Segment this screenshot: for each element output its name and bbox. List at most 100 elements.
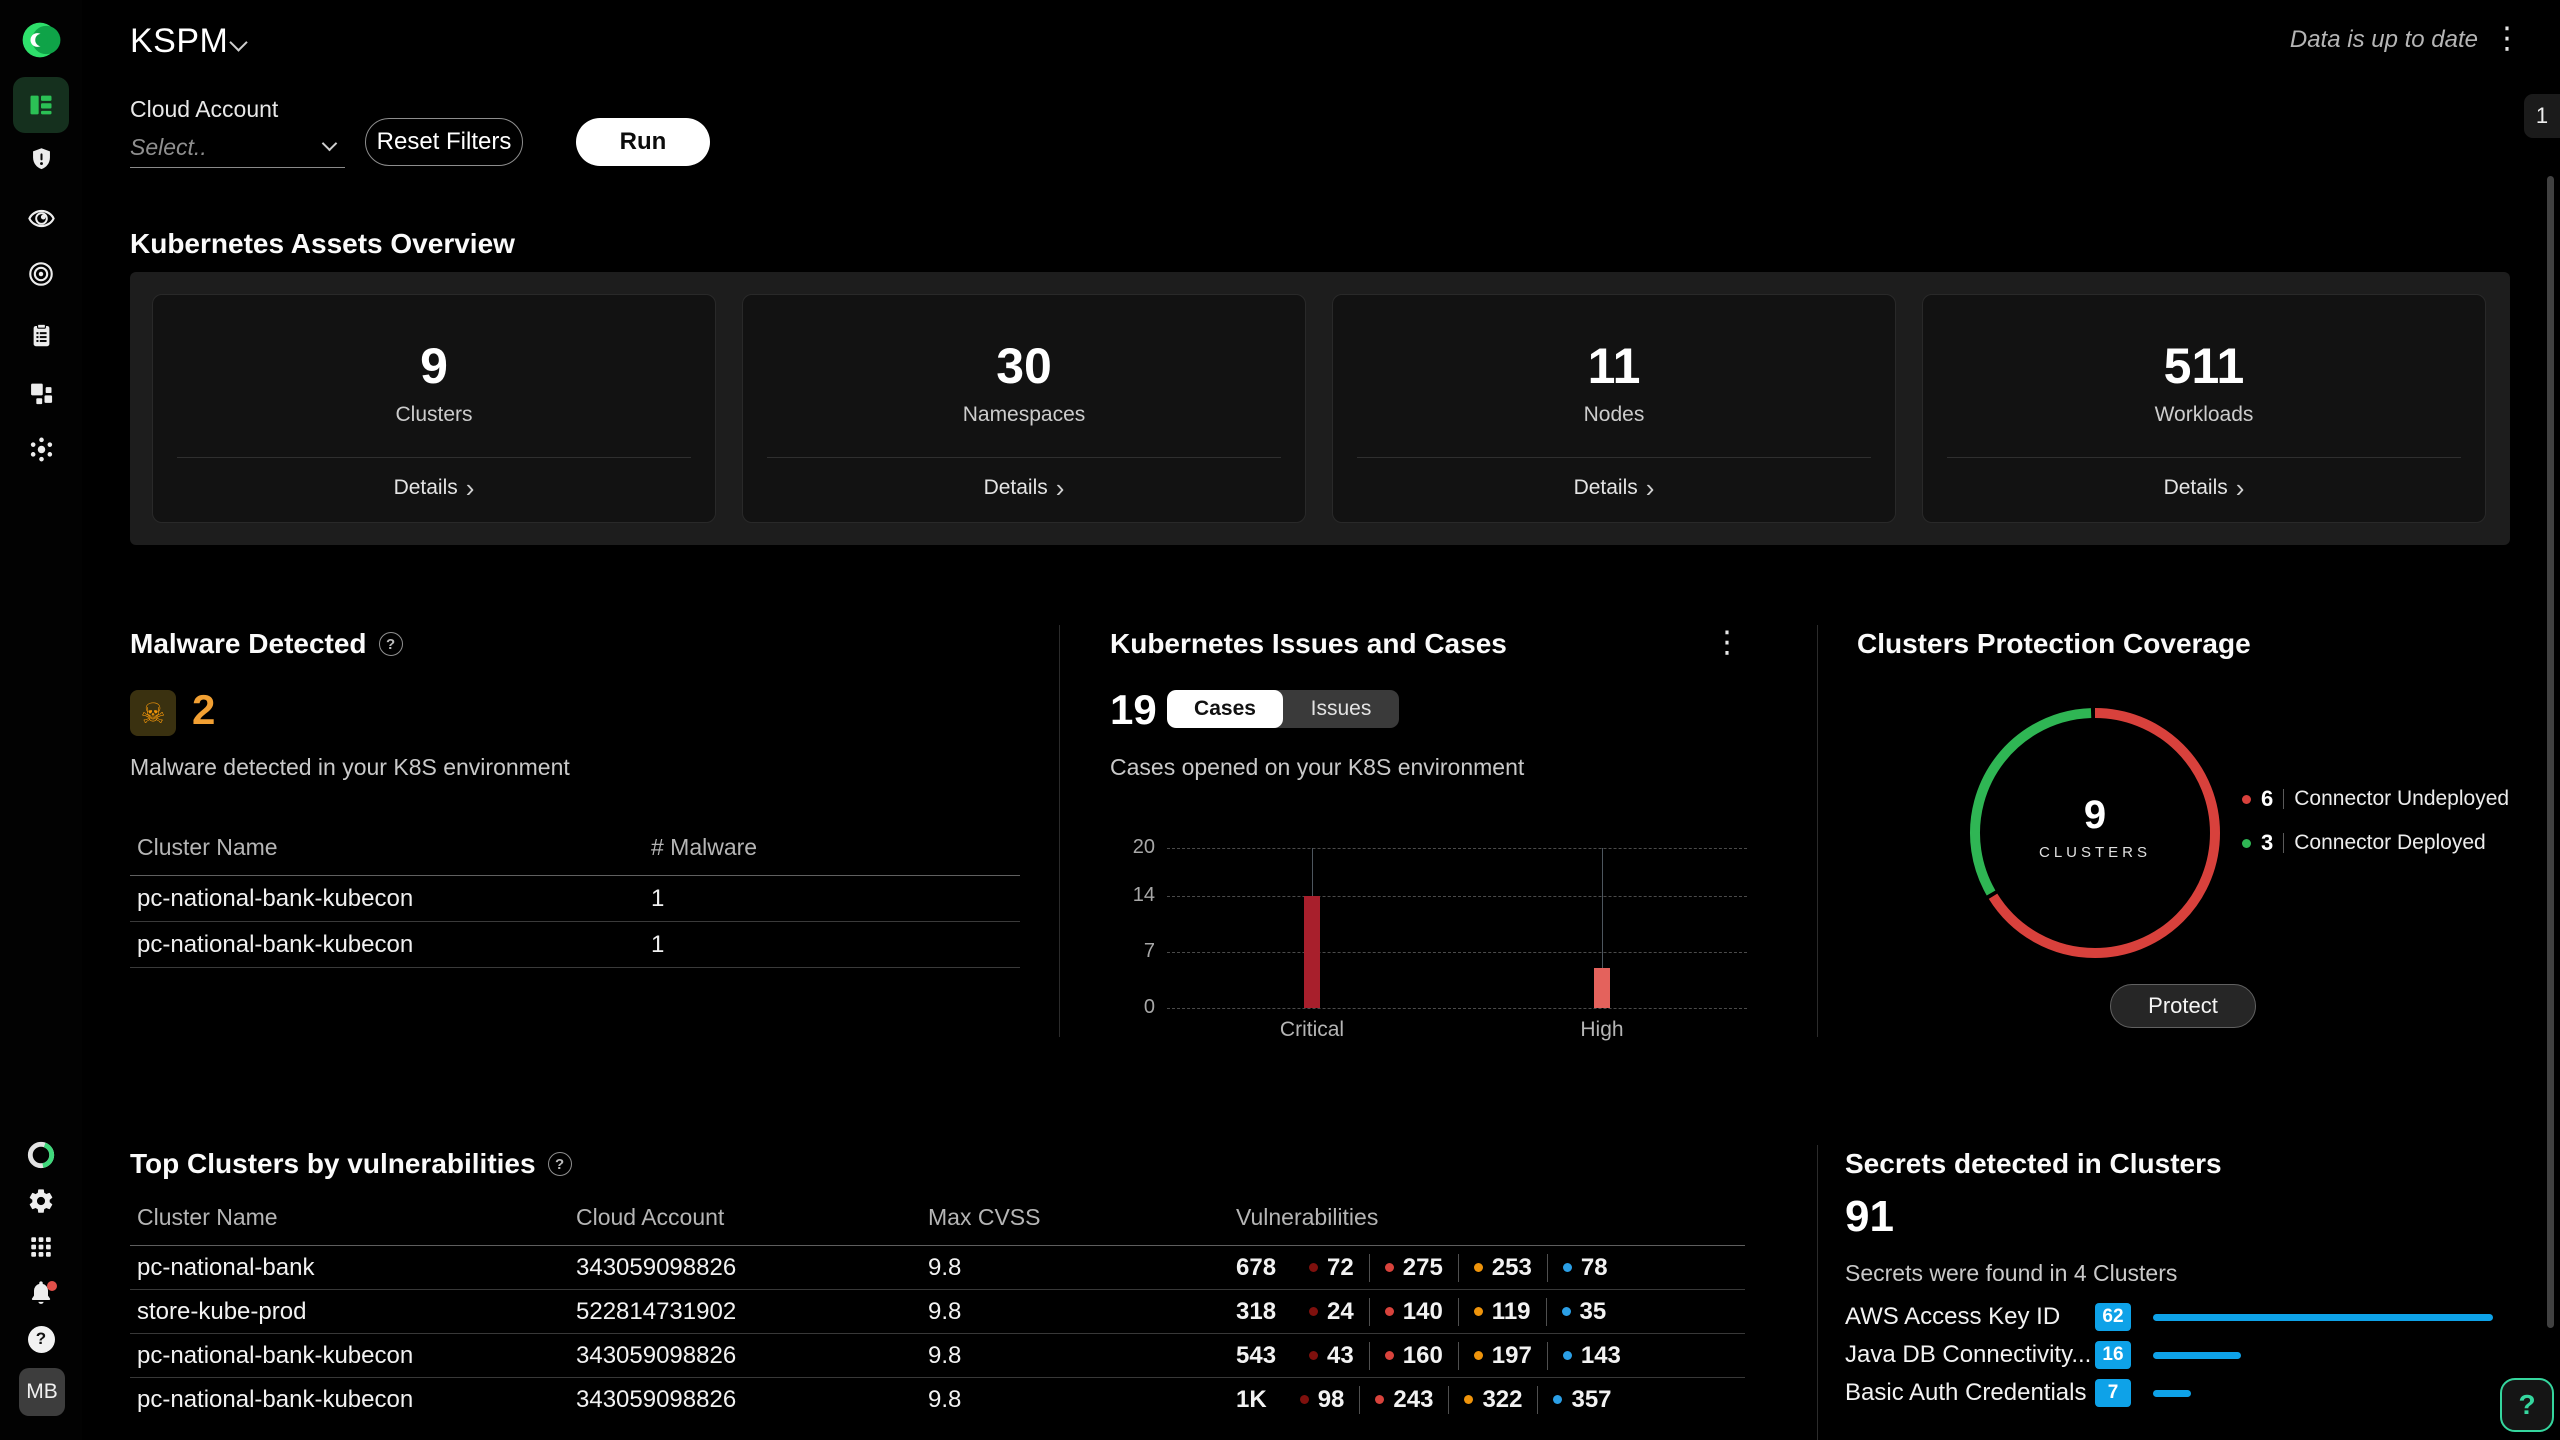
table-row[interactable]: store-kube-prod 522814731902 9.8 318 24 …	[130, 1290, 1745, 1334]
protect-button[interactable]: Protect	[2110, 984, 2256, 1028]
help-fab-button[interactable]: ?	[2500, 1378, 2554, 1432]
cases-bar-chart: 0 7 14 20 Critical High	[1133, 836, 1747, 1041]
asset-label: Workloads	[2154, 403, 2254, 426]
asset-label: Namespaces	[962, 403, 1086, 426]
more-options-icon[interactable]: ⋮	[1712, 626, 1742, 659]
severity-dot-medium	[1464, 1395, 1474, 1404]
run-button[interactable]: Run	[576, 118, 710, 166]
malware-description: Malware detected in your K8S environment	[130, 754, 570, 780]
shield-alert-icon	[32, 147, 50, 169]
table-row[interactable]: pc-national-bank 343059098826 9.8 678 72…	[130, 1246, 1745, 1290]
cloud-account-select[interactable]: Select..	[130, 128, 345, 168]
scrollbar[interactable]	[2547, 176, 2554, 1328]
secret-bar	[2153, 1313, 2493, 1321]
tab-cases[interactable]: Cases	[1167, 690, 1283, 728]
secret-bar	[2153, 1351, 2241, 1359]
y-tick-label: 14	[1132, 884, 1155, 906]
brand-logo[interactable]	[0, 18, 82, 62]
details-link[interactable]: Details ›	[2163, 473, 2245, 503]
help-tooltip-icon[interactable]: ?	[378, 632, 403, 656]
clusters-donut-chart: 9 CLUSTERS	[1955, 693, 2235, 973]
chevron-down-icon[interactable]	[229, 33, 248, 52]
clipboard-icon	[33, 323, 49, 346]
asset-label: Clusters	[395, 403, 473, 426]
assets-overview-title: Kubernetes Assets Overview	[130, 228, 515, 259]
reset-filters-button[interactable]: Reset Filters	[365, 118, 523, 166]
sidebar-item-shield-alert[interactable]	[0, 144, 82, 174]
apps-grid-icon	[31, 1237, 51, 1257]
more-options-icon[interactable]: ⋮	[2492, 22, 2522, 55]
donut-legend: 6 Connector Undeployed 3 Connector Deplo…	[2242, 786, 2509, 856]
secrets-title: Secrets detected in Clusters	[1845, 1148, 2222, 1179]
avatar[interactable]: MB	[19, 1368, 65, 1416]
legend-item-deployed: 3 Connector Deployed	[2242, 830, 2509, 856]
malware-title: Malware Detected	[130, 628, 367, 659]
asset-card-workloads: 511 Workloads Details ›	[1922, 294, 2486, 523]
data-status: Data is up to date	[2289, 26, 2478, 53]
table-row[interactable]: pc-national-bank-kubecon 343059098826 9.…	[130, 1334, 1745, 1378]
severity-dot-low	[1553, 1395, 1563, 1404]
table-header-row: Cluster Name # Malware	[130, 834, 1020, 876]
protection-title: Clusters Protection Coverage	[1857, 628, 2251, 659]
legend-item-undeployed: 6 Connector Undeployed	[2242, 786, 2509, 812]
right-edge-tab[interactable]: 1	[2524, 94, 2560, 138]
sidebar-item-visibility[interactable]	[0, 203, 82, 233]
cloud-account-label: Cloud Account	[130, 96, 279, 122]
severity-dot-low	[1562, 1351, 1572, 1360]
tab-issues[interactable]: Issues	[1310, 697, 1372, 720]
assets-overview-panel: 9 Clusters Details › 30 Namespaces Detai…	[130, 272, 2510, 545]
gear-icon	[29, 1189, 53, 1213]
divider	[767, 457, 1281, 458]
column-header: Cloud Account	[576, 1204, 725, 1230]
sidebar-item-help[interactable]: ?	[0, 1324, 82, 1354]
y-tick-label: 7	[1143, 940, 1155, 962]
secret-row: Basic Auth Credentials 7	[1845, 1376, 2192, 1410]
details-link[interactable]: Details ›	[983, 473, 1065, 503]
gridline	[1167, 896, 1747, 897]
secret-count-badge: 62	[2095, 1303, 2131, 1331]
chevron-right-icon: ›	[1645, 473, 1655, 503]
asset-value: 9	[420, 338, 448, 394]
y-tick-label: 0	[1143, 996, 1155, 1018]
section-divider	[1817, 625, 1818, 1037]
sidebar-item-checklist[interactable]	[0, 320, 82, 350]
severity-dot-high	[1384, 1307, 1394, 1316]
divider	[2283, 833, 2285, 853]
cluster-hub-icon	[30, 437, 52, 461]
sidebar-item-settings[interactable]	[0, 1186, 82, 1216]
table-row[interactable]: pc-national-bank-kubecon 343059098826 9.…	[130, 1378, 1745, 1414]
section-divider	[1817, 1145, 1818, 1440]
secrets-count: 91	[1845, 1192, 1894, 1241]
divider	[1357, 457, 1871, 458]
severity-dot-high	[1375, 1395, 1385, 1404]
protection-coverage-section: Clusters Protection Coverage 9 CLUSTERS …	[1857, 628, 2510, 1028]
issues-cases-section: Kubernetes Issues and Cases ⋮ 19 Cases I…	[1110, 626, 1760, 1041]
sidebar-item-ring-logo[interactable]	[0, 1140, 82, 1170]
severity-dot-medium	[1473, 1351, 1483, 1360]
gridline	[1167, 848, 1747, 849]
sidebar-item-apps[interactable]	[0, 1232, 82, 1262]
sidebar: ? MB	[0, 0, 82, 1440]
details-link[interactable]: Details ›	[1573, 473, 1655, 503]
help-tooltip-icon[interactable]: ?	[547, 1152, 572, 1176]
donut-segment-deployed	[1970, 708, 2220, 958]
top-clusters-section: Top Clusters by vulnerabilities ? Cluste…	[130, 1148, 1775, 1414]
select-placeholder: Select..	[130, 134, 207, 160]
table-row[interactable]: pc-national-bank-kubecon 1	[130, 876, 1020, 922]
sidebar-item-notifications[interactable]	[0, 1276, 82, 1310]
donut-value: 9	[2083, 793, 2107, 837]
eye-icon	[27, 209, 55, 227]
severity-dot-low	[1562, 1263, 1572, 1272]
section-divider	[1059, 625, 1060, 1037]
y-tick-label: 20	[1132, 836, 1155, 858]
table-row[interactable]: pc-national-bank-kubecon 1	[130, 922, 1020, 968]
sidebar-item-target[interactable]	[0, 259, 82, 289]
sidebar-item-dashboard[interactable]	[13, 77, 69, 133]
sidebar-item-cluster-hub[interactable]	[0, 434, 82, 464]
x-tick-label: Critical	[1279, 1018, 1345, 1041]
details-link[interactable]: Details ›	[393, 473, 475, 503]
asset-card-nodes: 11 Nodes Details ›	[1332, 294, 1896, 523]
page-title: KSPM	[130, 22, 229, 60]
legend-dot-red	[2242, 794, 2251, 804]
sidebar-item-components[interactable]	[0, 378, 82, 408]
